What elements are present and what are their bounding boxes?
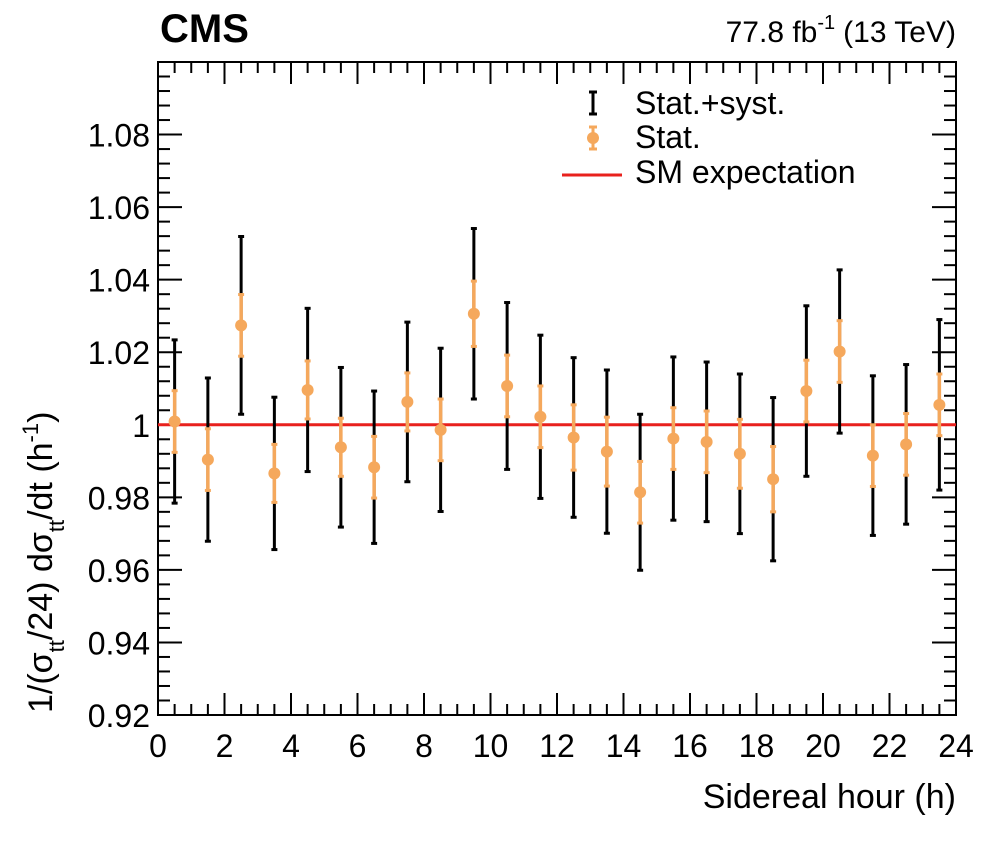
experiment-label: CMS [160,7,249,51]
point-marker [401,395,414,408]
point-marker [168,415,181,428]
data-point [933,318,946,492]
x-tick-label: 18 [739,728,775,764]
point-marker [235,319,248,332]
legend-stat-syst-label: Stat.+syst. [635,85,785,121]
x-tick-label: 14 [606,728,642,764]
point-marker [501,379,514,392]
point-marker [567,431,580,444]
x-tick-label: 10 [473,728,509,764]
x-tick-label: 6 [349,728,367,764]
lumi-exponent: -1 [817,12,835,34]
point-marker [467,307,480,320]
y-tick-label: 0.96 [88,553,150,589]
point-marker [434,423,447,436]
y-axis-title: 1/(σtt/24) dσtt/dt (h-1) [18,412,69,713]
data-point [368,389,381,545]
y-tick-label: 1.06 [88,190,150,226]
data-points [168,227,946,572]
y-tick-label: 0.98 [88,480,150,516]
data-point [534,333,547,500]
tick-labels: 0 2 4 6 8 10 12 14 16 18 20 22 240.920.940.960.9811.… [88,118,974,764]
data-point [567,356,580,519]
legend-stat-label: Stat. [635,119,701,155]
x-axis-title: Sidereal hour (h) [703,778,956,816]
data-point [301,306,314,474]
lumi-value: 77.8 fb [726,16,818,49]
legend-sm-label: SM expectation [635,154,856,190]
data-point [600,368,613,535]
data-point [634,412,647,572]
data-point [866,374,879,537]
point-marker [733,447,746,460]
data-point [700,360,713,524]
point-marker [634,486,647,499]
data-point [235,234,248,416]
data-point [168,338,181,505]
point-marker [767,473,780,486]
legend-stat: Stat. [587,119,701,155]
x-tick-label: 4 [282,728,300,764]
data-point [833,268,846,435]
data-point [767,396,780,563]
legend-sm: SM expectation [562,154,856,190]
legend-stat-syst: Stat.+syst. [589,85,785,121]
data-point [434,346,447,513]
x-tick-label: 24 [938,728,974,764]
point-marker [833,345,846,358]
axis-ticks [157,61,957,716]
data-point [800,304,813,478]
point-marker [800,385,813,398]
y-tick-label: 1.04 [88,263,150,299]
y-tick-label: 1.02 [88,335,150,371]
x-tick-label: 12 [539,728,575,764]
point-marker [667,432,680,445]
point-marker [700,435,713,448]
y-tick-label: 0.94 [88,625,150,661]
data-point [334,365,347,529]
x-tick-label: 16 [672,728,708,764]
data-point [501,301,514,471]
point-marker [866,449,879,462]
x-tick-label: 22 [872,728,908,764]
legend-stat-marker [587,132,599,144]
x-tick-label: 0 [149,728,167,764]
point-marker [268,467,281,480]
point-marker [600,445,613,458]
y-tick-label: 1 [132,408,150,444]
legend: Stat.+syst. Stat. SM expectation [562,85,856,190]
y-tick-label: 1.08 [88,118,150,154]
point-marker [301,383,314,396]
point-marker [933,398,946,411]
data-point [201,376,214,543]
x-tick-label: 20 [805,728,841,764]
point-marker [201,453,214,466]
data-point [467,227,480,401]
point-marker [900,438,913,451]
data-point [401,320,414,484]
energy-label: (13 TeV) [843,16,956,49]
point-marker [334,441,347,454]
point-marker [534,410,547,423]
data-point [667,355,680,522]
y-tick-label: 0.92 [88,698,150,734]
data-point [733,372,746,536]
data-point [900,363,913,526]
x-tick-label: 2 [216,728,234,764]
data-point [268,395,281,552]
luminosity-label: 77.8 fb-1 (13 TeV) [726,12,956,49]
point-marker [368,461,381,474]
x-tick-label: 8 [415,728,433,764]
